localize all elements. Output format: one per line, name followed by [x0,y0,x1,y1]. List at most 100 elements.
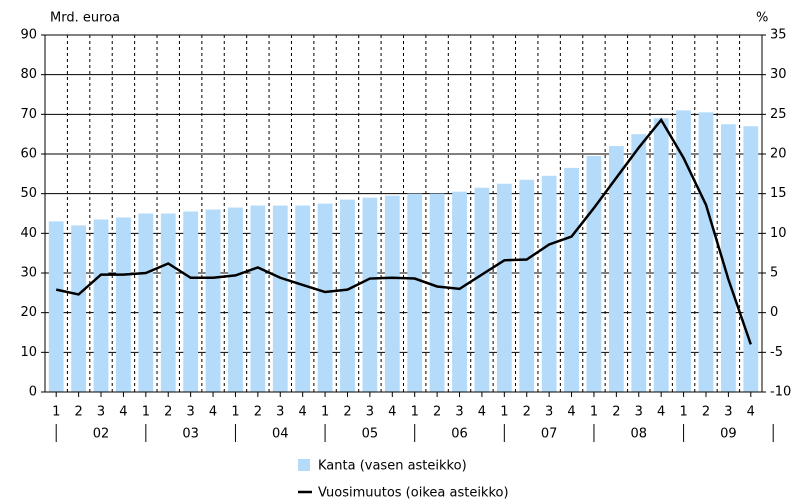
bar [474,187,490,392]
y2-tick-label: 30 [770,67,787,82]
y2-tick-label: -5 [770,345,783,360]
x-tick-label: 4 [209,405,217,420]
bar [564,167,579,392]
x-tick-label: 4 [388,405,396,420]
y2-tick-label: 20 [770,147,787,162]
bar [138,213,154,392]
group-label: 04 [272,427,289,442]
x-tick-label: 3 [635,405,643,420]
legend-label: Kanta (vasen asteikko) [318,459,467,474]
bar [272,205,288,392]
x-tick-label: 3 [724,405,732,420]
bar [205,209,221,392]
x-tick-label: 3 [545,405,553,420]
group-label: 09 [720,427,737,442]
y2-tick-label: 5 [770,266,778,281]
x-tick-label: 2 [74,405,82,420]
y-tick-label: 40 [20,226,37,241]
bar [541,175,557,392]
x-tick-label: 1 [590,405,598,420]
bar [250,205,266,392]
y-tick-label: 20 [20,305,37,320]
y2-tick-label: 25 [770,107,787,122]
x-tick-label: 1 [231,405,239,420]
bar [295,205,311,392]
bar [586,155,602,392]
x-tick-label: 3 [187,405,195,420]
y-axis-label: Mrd. euroa [50,11,120,26]
y2-axis-label: % [756,11,768,26]
bar [71,225,87,392]
y-tick-label: 80 [20,67,37,82]
bar [407,193,423,392]
x-tick-label: 4 [567,405,575,420]
bar [48,221,64,392]
y-tick-label: 60 [20,147,37,162]
y-tick-label: 10 [20,345,37,360]
x-tick-label: 2 [612,405,620,420]
plot-frame [44,34,763,393]
x-tick-label: 1 [411,405,419,420]
x-tick-label: 1 [142,405,150,420]
x-tick-label: 4 [478,405,486,420]
y-tick-label: 50 [20,186,37,201]
line [55,117,752,345]
x-tick-label: 1 [321,405,329,420]
group-label: 08 [630,427,647,442]
bar [429,193,445,392]
bar [519,179,535,392]
x-tick-label: 2 [164,405,172,420]
bar [362,197,378,392]
bar [160,213,176,392]
group-label: 02 [93,427,110,442]
bar [720,124,736,392]
y-tick-label: 30 [20,266,37,281]
y2-tick-label: -10 [770,385,791,400]
bar [116,217,131,392]
y2-tick-label: 15 [770,186,787,201]
x-tick-label: 1 [52,405,60,420]
x-tick-label: 4 [657,405,665,420]
y2-tick-label: 35 [770,28,787,43]
bar [676,110,691,392]
x-tick-label: 2 [523,405,531,420]
bar [384,195,400,392]
legend-label: Vuosimuutos (oikea asteikko) [318,486,509,501]
x-tick-label: 4 [299,405,307,420]
bar [698,112,714,392]
group-label: 06 [451,427,468,442]
x-tick-label: 2 [254,405,262,420]
bar [93,219,109,392]
bar [452,191,467,392]
x-tick-label: 3 [97,405,105,420]
x-tick-label: 2 [433,405,441,420]
x-tick-label: 3 [276,405,284,420]
x-tick-label: 2 [343,405,351,420]
y2-tick-label: 0 [770,305,778,320]
bar [340,199,355,392]
bar [631,134,647,392]
y-tick-label: 0 [29,385,37,400]
bar [653,118,669,393]
group-label: 03 [182,427,199,442]
x-tick-label: 4 [747,405,755,420]
y-tick-label: 70 [20,107,37,122]
bar [608,146,624,392]
y-tick-label: 90 [20,28,37,43]
group-label: 05 [362,427,379,442]
bar [228,207,243,392]
bar [183,211,199,392]
x-tick-label: 1 [500,405,508,420]
x-tick-label: 3 [455,405,463,420]
y2-tick-label: 10 [770,226,787,241]
x-tick-label: 4 [119,405,127,420]
legend-swatch [298,459,310,471]
bar [743,126,759,392]
x-tick-label: 3 [366,405,374,420]
group-label: 07 [541,427,558,442]
x-tick-label: 1 [679,405,687,420]
bar [496,183,512,392]
x-tick-label: 2 [702,405,710,420]
bar [317,203,333,392]
